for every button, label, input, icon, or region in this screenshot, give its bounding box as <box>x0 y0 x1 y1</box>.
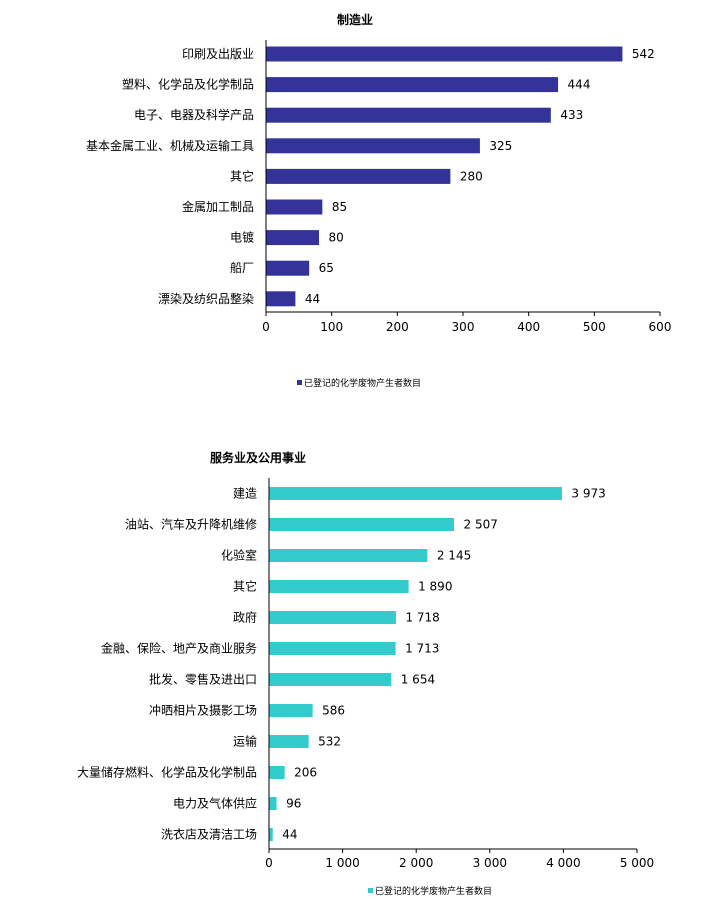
chart2-value-label: 96 <box>286 797 301 811</box>
chart1-bar <box>266 107 551 123</box>
chart2-value-label: 586 <box>322 704 345 718</box>
chart2-category-label: 油站、汽车及升降机维修 <box>125 517 257 532</box>
chart2-bar <box>269 580 409 593</box>
chart1-bar <box>266 168 451 184</box>
chart2-bar <box>269 704 313 717</box>
chart2-title: 服务业及公用事业 <box>210 450 306 465</box>
chart2-category-label: 电力及气体供应 <box>173 796 257 811</box>
chart2-x-tick-label: 4 000 <box>546 856 580 870</box>
chart2-category-label: 政府 <box>233 610 257 625</box>
chart2-value-label: 1 890 <box>418 580 452 594</box>
chart1-bar <box>266 291 296 307</box>
chart1-legend-label: 已登记的化学废物产生者数目 <box>304 377 421 389</box>
chart2-bar <box>269 797 277 810</box>
chart1-category-label: 印刷及出版业 <box>182 47 254 61</box>
chart1-bar <box>266 230 320 246</box>
chart2-category-label: 冲晒相片及摄影工场 <box>149 703 257 718</box>
chart1-category-label: 塑料、化学品及化学制品 <box>122 77 254 92</box>
chart2-legend-swatch <box>368 888 373 893</box>
chart2-bar <box>269 487 562 500</box>
chart2-value-label: 1 654 <box>401 673 435 687</box>
chart2-category-label: 建造 <box>233 487 257 501</box>
chart1-value-label: 280 <box>460 169 483 183</box>
chart1-category-label: 漂染及纺织品整染 <box>158 291 254 306</box>
chart1-title: 制造业 <box>337 12 373 27</box>
chart2-bar <box>269 518 455 531</box>
chart1-category-label: 电镀 <box>230 231 254 245</box>
chart1-value-label: 44 <box>305 292 320 306</box>
chart1-x-tick-label: 300 <box>452 320 475 334</box>
chart1-value-label: 325 <box>489 139 512 153</box>
chart2-value-label: 206 <box>294 766 317 780</box>
chart2-bar <box>269 673 392 686</box>
chart2-value-label: 2 507 <box>464 518 498 532</box>
chart1-value-label: 444 <box>568 78 591 92</box>
chart2-category-label: 其它 <box>233 579 257 594</box>
chart1-legend-swatch <box>297 380 302 385</box>
chart1-category-label: 金属加工制品 <box>182 199 254 214</box>
chart1-category-label: 其它 <box>230 168 254 183</box>
chart1-value-label: 542 <box>632 47 655 61</box>
chart2-value-label: 532 <box>318 735 341 749</box>
chart2-legend-label: 已登记的化学废物产生者数目 <box>375 885 492 897</box>
chart2-x-tick-label: 0 <box>265 856 273 870</box>
chart1-x-tick-label: 400 <box>517 320 540 334</box>
chart1-x-tick-label: 0 <box>262 320 270 334</box>
chart1-value-label: 85 <box>332 200 347 214</box>
chart2-bar <box>269 766 285 779</box>
chart1-x-tick-label: 200 <box>386 320 409 334</box>
chart2-category-label: 批发、零售及进出口 <box>149 672 257 687</box>
chart1-value-label: 65 <box>319 261 334 275</box>
chart1-x-tick-label: 500 <box>583 320 606 334</box>
chart2-x-tick-label: 2 000 <box>399 856 433 870</box>
chart1-category-label: 船厂 <box>230 261 254 275</box>
chart2-value-label: 1 718 <box>405 611 439 625</box>
chart1-category-label: 电子、电器及科学产品 <box>134 107 254 122</box>
chart2-category-label: 运输 <box>233 734 257 749</box>
chart1-value-label: 433 <box>560 108 583 122</box>
chart2-value-label: 2 145 <box>437 549 471 563</box>
chart2-category-label: 化验室 <box>221 548 257 563</box>
chart1-bar <box>266 138 480 154</box>
chart2-bar <box>269 735 309 748</box>
chart1-bar <box>266 77 559 93</box>
chart1-bar <box>266 260 310 276</box>
chart2-x-tick-label: 5 000 <box>620 856 654 870</box>
chart2-value-label: 3 973 <box>571 487 605 501</box>
chart2-value-label: 44 <box>282 828 297 842</box>
chart2-category-label: 大量储存燃料、化学品及化学制品 <box>77 765 257 780</box>
chart2-x-tick-label: 3 000 <box>473 856 507 870</box>
chart2-value-label: 1 713 <box>405 642 439 656</box>
chart1-bar <box>266 199 323 215</box>
chart1-x-tick-label: 600 <box>649 320 672 334</box>
chart2-category-label: 洗衣店及清洁工场 <box>161 827 257 842</box>
chart2-category-label: 金融、保险、地产及商业服务 <box>101 641 257 656</box>
chart1-value-label: 80 <box>329 231 344 245</box>
chart2-bar <box>269 828 273 841</box>
chart2-bar <box>269 611 396 624</box>
chart2-x-tick-label: 1 000 <box>325 856 359 870</box>
chart1-bar <box>266 46 623 62</box>
chart1-category-label: 基本金属工业、机械及运输工具 <box>86 138 254 153</box>
chart2-bar <box>269 642 396 655</box>
chart1-x-tick-label: 100 <box>320 320 343 334</box>
chart2-bar <box>269 549 428 562</box>
